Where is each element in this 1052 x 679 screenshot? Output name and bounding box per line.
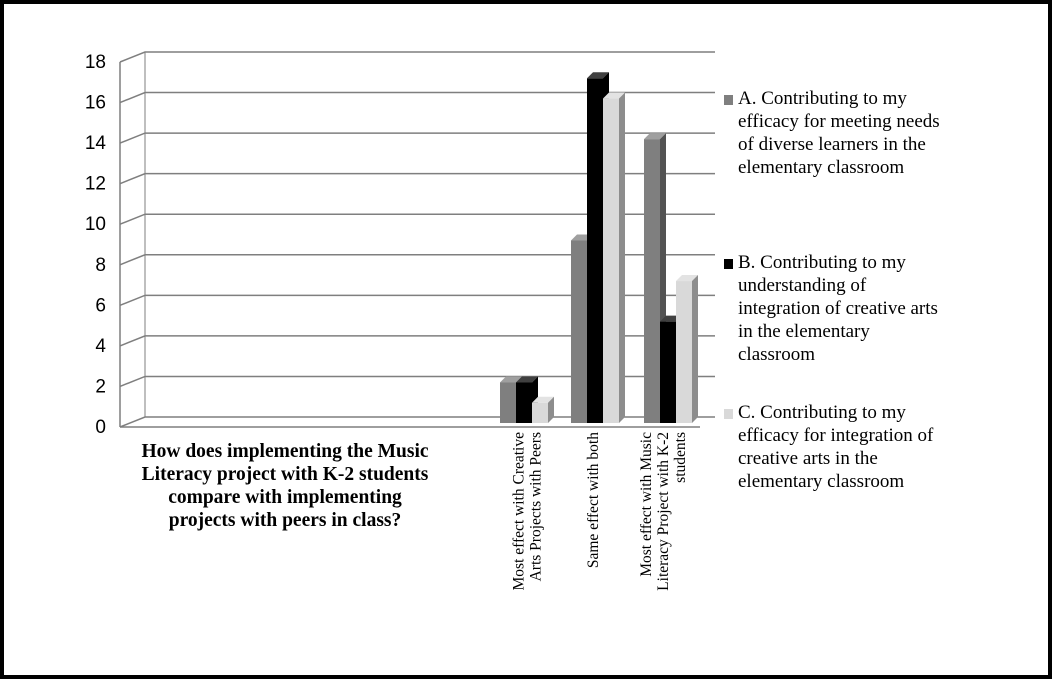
y-tick-label: 6 — [95, 295, 106, 316]
bar-top — [676, 275, 698, 282]
legend-label: integration of creative arts — [738, 298, 938, 319]
category-label: Same effect with both — [585, 432, 602, 568]
y-tick-label: 16 — [85, 93, 106, 114]
category-label: Most effect with Music — [638, 432, 655, 577]
bar-side — [692, 275, 698, 423]
gridline — [119, 375, 715, 388]
gridline — [119, 172, 715, 185]
bar-top — [500, 376, 522, 383]
bar-front — [676, 281, 692, 423]
gridline — [119, 51, 715, 63]
gridline — [119, 294, 715, 307]
legend-swatch — [724, 409, 733, 419]
bar-front — [603, 98, 619, 424]
gridline — [119, 91, 715, 104]
bar-top — [516, 376, 538, 383]
bar-front — [571, 240, 587, 423]
bar-front — [660, 321, 676, 423]
category-label: students — [672, 432, 689, 483]
legend-label: B. Contributing to my — [738, 252, 906, 273]
legend-label: of diverse learners in the — [738, 134, 926, 155]
bar — [532, 396, 554, 423]
bar-top — [644, 133, 666, 140]
bar-top — [587, 72, 609, 79]
bar-top — [532, 396, 554, 403]
legend-label: C. Contributing to my — [738, 402, 906, 423]
y-axis-ticks: 0 2 4 6 8 10 12 14 16 18 — [85, 52, 107, 438]
legend-label: A. Contributing to my — [738, 88, 907, 109]
y-tick-label: 14 — [85, 133, 107, 154]
legend-label: elementary classroom — [738, 471, 904, 492]
bar-front — [644, 139, 660, 423]
x-axis-label-line: Literacy project with K-2 students — [141, 464, 429, 485]
x-axis-question-label: How does implementing the Music Literacy… — [100, 440, 470, 532]
category-labels: Most effect with Creative Arts Projects w… — [511, 432, 690, 591]
bar-side — [548, 396, 554, 423]
y-tick-label: 2 — [95, 376, 106, 397]
legend-label: understanding of — [738, 275, 867, 296]
y-tick-label: 12 — [85, 174, 106, 195]
legend-label: in the elementary — [738, 321, 870, 342]
y-tick-label: 0 — [95, 417, 106, 438]
y-tick-label: 4 — [95, 336, 106, 357]
legend-label: classroom — [738, 344, 815, 365]
legend-swatch — [724, 259, 733, 269]
bar-top — [603, 92, 625, 99]
gridline — [119, 132, 715, 144]
x-axis-label-line: compare with implementing — [168, 487, 402, 508]
y-tick-label: 18 — [85, 52, 106, 73]
bar-front — [587, 78, 603, 424]
bar — [603, 92, 625, 424]
category-label: Arts Projects with Peers — [528, 432, 545, 581]
category-label: Most effect with Creative — [511, 432, 528, 591]
gridline — [119, 254, 715, 266]
legend-label: elementary classroom — [738, 157, 904, 178]
bar-front — [532, 402, 548, 423]
gridline — [119, 213, 715, 225]
x-axis-label-line: How does implementing the Music — [141, 441, 429, 462]
legend-swatch — [724, 95, 733, 105]
bar-side — [619, 92, 625, 424]
bar — [676, 275, 698, 423]
legend-label: efficacy for meeting needs — [738, 111, 940, 132]
bar-front — [516, 382, 532, 423]
gridlines — [119, 51, 715, 428]
gridline — [119, 335, 715, 347]
y-tick-label: 10 — [85, 214, 106, 235]
bars — [500, 72, 698, 424]
category-label: Literacy Project with K-2 — [655, 432, 672, 591]
legend-label: efficacy for integration of — [738, 425, 934, 446]
gridline — [119, 416, 715, 428]
legend-label: creative arts in the — [738, 448, 878, 469]
x-axis-label-line: projects with peers in class? — [168, 510, 402, 531]
bar-front — [500, 382, 516, 423]
y-tick-label: 8 — [95, 255, 106, 276]
